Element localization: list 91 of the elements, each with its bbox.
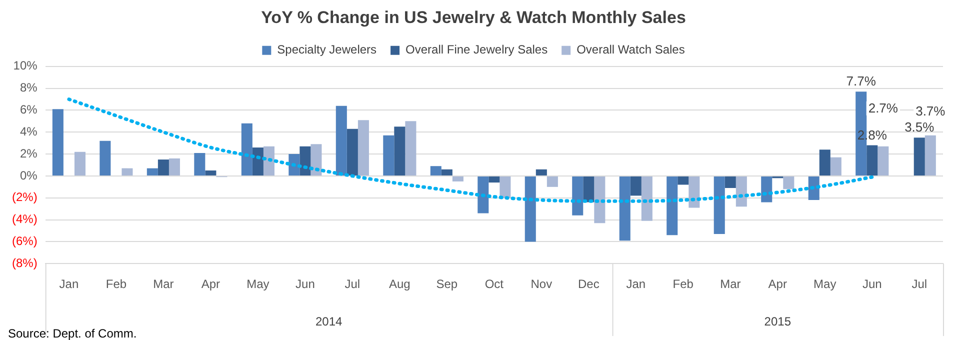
bar [866,145,878,176]
bar [310,144,322,176]
bar [808,176,820,200]
bar [146,168,158,176]
bar [488,176,500,183]
data-label: 3.5% [904,120,935,135]
bar [714,176,725,234]
bar [819,150,830,176]
y-tick-label: 2% [20,146,38,160]
bar [205,170,216,176]
x-tick-label: Aug [388,277,410,292]
y-tick-label: 0% [20,168,38,182]
text: 2014 [315,314,342,328]
x-tick-label: Feb [672,277,694,292]
bar [536,169,547,176]
bar [158,160,169,176]
y-tick-label: (6%) [12,234,38,248]
bar [452,176,464,182]
x-tick-label: Feb [106,277,127,292]
data-label: 7.7% [846,74,876,89]
bar [100,140,111,176]
x-tick-label: Apr [201,277,220,292]
y-tick-label: (8%) [12,256,38,270]
x-tick-label: May [814,277,836,292]
bar [914,138,925,176]
bar [736,176,747,207]
y-tick-label: (2%) [12,190,38,204]
x-tick-label: Oct [484,277,504,292]
bar [478,176,489,214]
bar [924,135,936,176]
bar [724,176,736,188]
bar [524,176,536,242]
x-tick-label: Jan [626,277,646,292]
y-tick-label: 10% [13,58,38,73]
x-tick-label: Nov [530,277,552,292]
x-tick-label: Jun [296,277,315,292]
bar [830,157,842,176]
bar [783,176,794,190]
bar [168,158,180,176]
bar [122,168,133,176]
bar [52,109,64,176]
bar [383,135,394,176]
text: 2015 [764,314,792,328]
bar [300,146,311,176]
source-note: Source: Dept. of Comm. [8,326,137,340]
y-tick-label: 4% [20,124,38,138]
chart-title: YoY % Change in US Jewelry & Watch Monthly Sales [261,8,686,27]
x-tick-label: Jun [862,277,882,292]
x-tick-label: Apr [768,277,787,292]
legend-label: Overall Fine Jewelry Sales [406,42,548,57]
bar [594,176,606,224]
bar [688,176,700,208]
bar [583,176,594,202]
bar [666,176,678,236]
bar [74,152,86,176]
x-tick-label: Jul [912,277,928,292]
y-tick-label: 8% [20,80,38,95]
x-tick-label: May [246,277,270,292]
x-tick-label: Dec [578,277,600,292]
x-tick-label: Mar [153,277,174,292]
bar [263,146,274,176]
x-tick-label: Sep [436,277,458,292]
y-tick-label: 6% [20,102,38,117]
bar [288,154,300,176]
bar [619,176,630,241]
bar [252,147,264,176]
bar [572,176,584,216]
x-tick-label: Jan [59,277,79,292]
bar [546,176,558,187]
bar [194,152,206,176]
bar [641,176,652,221]
y-tick-label: (4%) [12,212,38,226]
data-label: 3.7% [916,104,946,118]
bar [346,128,358,176]
x-tick-label: Mar [720,277,741,292]
bar [358,120,369,176]
x-tick-label: Jul [344,277,360,292]
bar [430,166,442,176]
legend-label: Specialty Jewelers [277,42,377,57]
bar [761,176,772,202]
bar [678,176,689,185]
bar [878,146,889,176]
bar [441,169,452,176]
bar [336,106,347,176]
bar [630,176,642,196]
bar [394,126,406,176]
bar [241,123,252,176]
bar [500,176,511,198]
legend-label: Overall Watch Sales [576,42,685,57]
bar [405,121,416,176]
data-label: 2.7% [868,100,898,116]
